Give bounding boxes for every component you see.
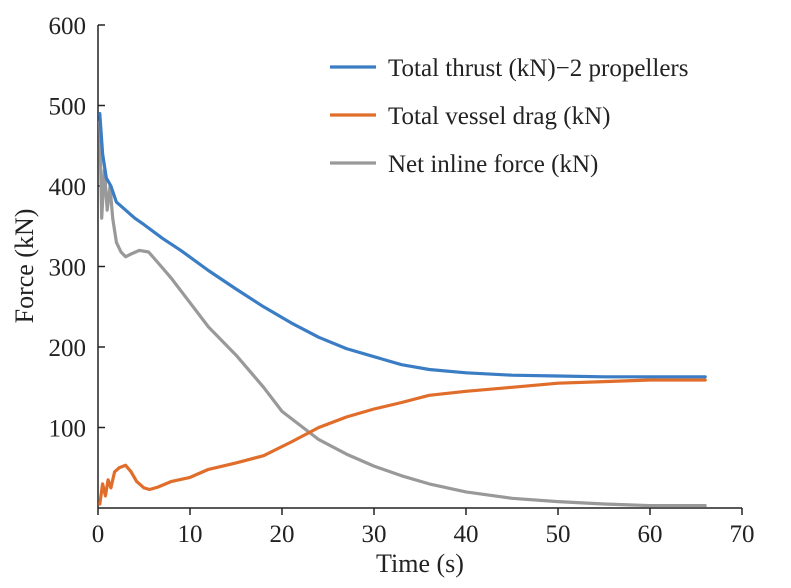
legend-label-1: Total thrust (kN)−2 propellers — [388, 55, 688, 82]
legend: Total thrust (kN)−2 propellers Total vess… — [330, 55, 688, 178]
y-tick-label: 100 — [49, 416, 87, 443]
y-tick-label: 600 — [49, 13, 87, 40]
x-tick-label: 60 — [638, 521, 663, 548]
series-line-1 — [98, 111, 707, 379]
legend-label-3: Net inline force (kN) — [388, 151, 598, 178]
x-tick-label: 50 — [546, 521, 571, 548]
y-tick-label: 500 — [49, 94, 87, 121]
x-axis-ticks: 0 10 20 30 40 50 60 70 — [92, 508, 755, 548]
y-axis-ticks: 100 200 300 400 500 600 — [49, 13, 105, 443]
y-tick-label: 400 — [49, 174, 87, 201]
y-tick-label: 200 — [49, 335, 87, 362]
x-axis-label: Time (s) — [376, 549, 464, 578]
x-tick-label: 30 — [362, 521, 387, 548]
series-line-2 — [98, 378, 707, 506]
x-tick-label: 0 — [92, 521, 105, 548]
x-tick-label: 40 — [454, 521, 479, 548]
y-tick-label: 300 — [49, 255, 87, 282]
y-axis-label: Force (kN) — [10, 209, 39, 324]
x-tick-label: 10 — [178, 521, 203, 548]
x-tick-label: 70 — [730, 521, 755, 548]
chart-axes — [97, 25, 742, 509]
series-lines — [98, 111, 707, 508]
series-line-3 — [98, 119, 707, 508]
x-tick-label: 20 — [270, 521, 295, 548]
legend-label-2: Total vessel drag (kN) — [388, 103, 611, 130]
